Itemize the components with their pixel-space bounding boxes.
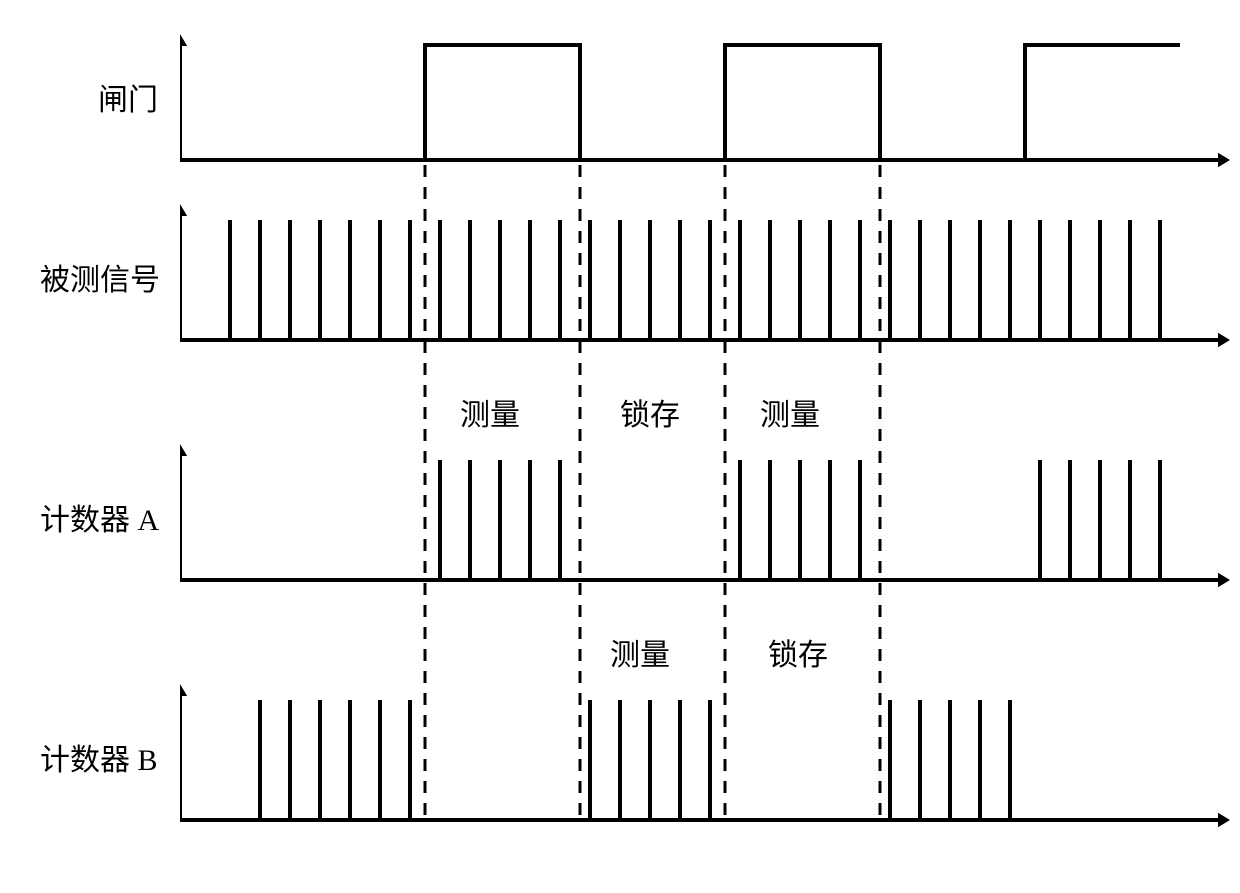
phase-label-measure-1: 测量 bbox=[460, 390, 520, 434]
label-signal: 被测信号 bbox=[40, 255, 160, 299]
gate-svg bbox=[180, 30, 1240, 180]
signal-svg bbox=[180, 200, 1240, 360]
counter-b-svg bbox=[180, 680, 1240, 840]
label-counter-a: 计数器 A bbox=[40, 495, 159, 539]
phase-label-latch-2: 锁存 bbox=[768, 630, 828, 674]
label-gate: 闸门 bbox=[98, 75, 158, 119]
axis-signal bbox=[180, 200, 1230, 360]
timing-diagram: 闸门 被测信号 测量 锁存 测量 计数器 A 测量 bbox=[20, 20, 1240, 873]
phase-label-measure-3: 测量 bbox=[610, 630, 670, 674]
phase-label-latch-1: 锁存 bbox=[620, 390, 680, 434]
axis-counter-a bbox=[180, 440, 1230, 600]
label-counter-b: 计数器 B bbox=[40, 735, 158, 779]
axis-counter-b bbox=[180, 680, 1230, 840]
phase-label-measure-2: 测量 bbox=[760, 390, 820, 434]
counter-a-svg bbox=[180, 440, 1240, 600]
axis-gate bbox=[180, 30, 1230, 180]
